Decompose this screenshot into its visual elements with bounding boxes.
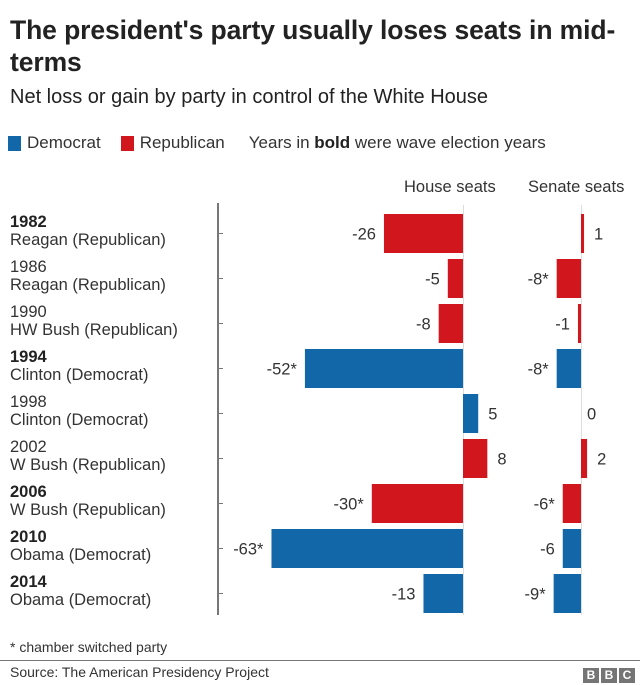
bbc-logo-letter: B [583, 668, 599, 683]
legend-note-bold: bold [314, 133, 351, 152]
house-value-label: -5 [425, 271, 440, 289]
house-bar [438, 304, 463, 343]
democrat-swatch [8, 135, 21, 151]
senate-bar [581, 439, 588, 478]
house-bar [447, 259, 463, 298]
row-label-president: HW Bush (Republican) [10, 321, 178, 339]
row-label-year: 1994 [10, 348, 47, 366]
source-note: Source: The American Presidency Project [10, 664, 269, 680]
senate-bar [556, 349, 581, 388]
legend-note-prefix: Years in [248, 133, 315, 152]
senate-bar [577, 304, 581, 343]
senate-panel-heading: Senate seats [528, 178, 625, 196]
row-label-president: W Bush (Republican) [10, 501, 166, 519]
chart-title: The president's party usually loses seat… [10, 15, 616, 77]
senate-value-label: -8* [528, 361, 550, 379]
row-label-year: 2014 [10, 573, 47, 591]
row-label: 1990 HW Bush (Republican) [10, 303, 178, 339]
row-label-year: 2002 [10, 438, 47, 456]
row-label: 2010 Obama (Democrat) [10, 528, 151, 564]
house-value-label: 5 [488, 406, 497, 424]
row-label: 1986 Reagan (Republican) [10, 258, 166, 294]
legend-label-democrat: Democrat [27, 133, 101, 152]
row-label: 1994 Clinton (Democrat) [10, 348, 148, 384]
row-label-president: Obama (Democrat) [10, 591, 152, 609]
house-value-label: -8 [416, 316, 431, 334]
legend-label-republican: Republican [139, 133, 225, 152]
row-label: 2002 W Bush (Republican) [10, 438, 166, 474]
bbc-logo-letter: C [619, 668, 635, 683]
house-bar [383, 214, 463, 253]
senate-bar [556, 259, 581, 298]
senate-value-label: -6 [540, 541, 555, 559]
legend-item-democrat: Democrat [8, 133, 101, 153]
senate-value-label: -9* [525, 586, 547, 604]
row-label: 1982 Reagan (Republican) [10, 213, 166, 249]
row-label: 1998 Clinton (Democrat) [10, 393, 148, 429]
senate-bar [562, 484, 581, 523]
chart-subtitle: Net loss or gain by party in control of … [10, 86, 489, 108]
republican-swatch [120, 135, 134, 151]
bbc-logo-letter: B [601, 668, 617, 683]
row-label-president: Clinton (Democrat) [10, 366, 149, 384]
house-panel-heading: House seats [404, 178, 496, 196]
legend: Democrat Republican Years in bold were w… [8, 133, 546, 153]
footnote: * chamber switched party [10, 639, 168, 655]
house-bar [463, 394, 479, 433]
row-label-year: 1982 [10, 213, 47, 231]
row-label: 2006 W Bush (Republican) [10, 483, 166, 519]
house-bar [304, 349, 463, 388]
senate-value-label: -6* [534, 496, 556, 514]
row-label-year: 1998 [10, 393, 47, 411]
legend-item-republican: Republican [120, 133, 225, 153]
row-label-president: Reagan (Republican) [10, 231, 166, 249]
house-bar [371, 484, 463, 523]
house-bar [423, 574, 463, 613]
row-label-year: 1986 [10, 258, 47, 276]
row-label-president: Reagan (Republican) [10, 276, 166, 294]
house-value-label: -26 [352, 226, 376, 244]
house-bar [463, 439, 488, 478]
house-bar [271, 529, 463, 568]
senate-value-label: 1 [594, 226, 603, 244]
row-label-year: 1990 [10, 303, 47, 321]
house-value-label: -13 [392, 586, 416, 604]
row-label-president: W Bush (Republican) [10, 456, 166, 474]
house-value-label: -63* [233, 541, 264, 559]
house-value-label: -52* [267, 361, 298, 379]
senate-bar [581, 214, 585, 253]
house-value-label: -30* [334, 496, 365, 514]
legend-note-suffix: were wave election years [350, 133, 546, 152]
senate-value-label: 0 [587, 406, 596, 424]
footer-divider [0, 660, 640, 661]
senate-value-label: -1 [555, 316, 570, 334]
row-label-year: 2010 [10, 528, 47, 546]
senate-bar [553, 574, 581, 613]
row-label: 2014 Obama (Democrat) [10, 573, 151, 609]
house-value-label: 8 [497, 451, 506, 469]
senate-bar [562, 529, 581, 568]
row-label-year: 2006 [10, 483, 47, 501]
senate-value-label: -8* [528, 271, 550, 289]
row-label-president: Obama (Democrat) [10, 546, 152, 564]
row-label-president: Clinton (Democrat) [10, 411, 149, 429]
bbc-logo: B B C [583, 668, 635, 683]
senate-value-label: 2 [597, 451, 606, 469]
legend-note: Years in bold were wave election years [249, 133, 546, 153]
